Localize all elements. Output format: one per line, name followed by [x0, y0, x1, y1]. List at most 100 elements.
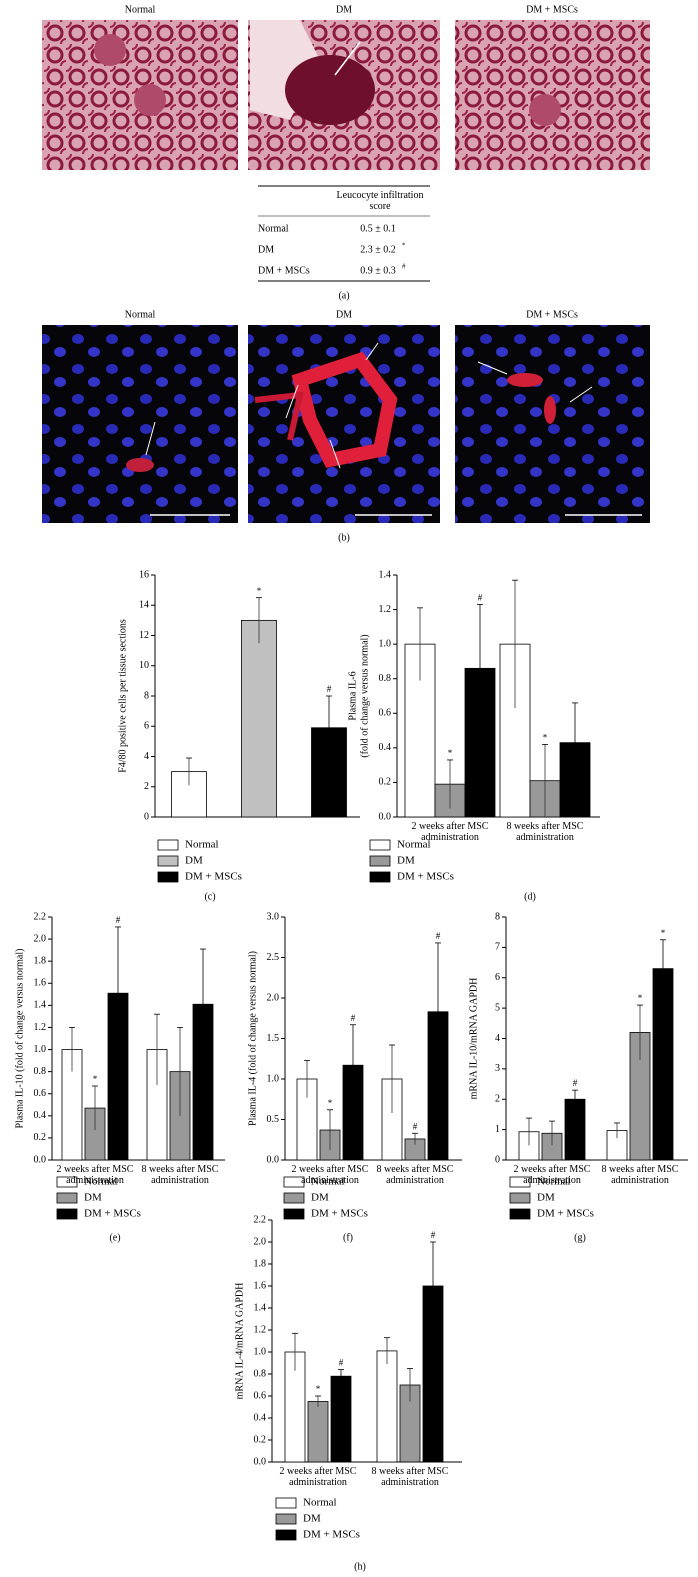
y-tick-label: 0 [495, 1154, 500, 1165]
bar [307, 1401, 329, 1463]
x-tick-label: 8 weeks after MSC administration [506, 821, 584, 843]
y-tick-label: 1.2 [379, 604, 392, 615]
panel-label: (c) [204, 891, 215, 902]
legend-swatch [56, 1192, 78, 1204]
y-tick-label: 8 [495, 911, 500, 922]
arrow [285, 384, 299, 419]
bar [376, 1350, 398, 1463]
f480-signal [291, 351, 398, 468]
legend-label: Normal [397, 839, 431, 851]
y-axis-label: (fold of change versus normal) [359, 634, 370, 757]
panel-a-images [42, 20, 650, 170]
legend-label: DM [185, 855, 203, 867]
y-tick-label: 0.2 [379, 777, 392, 788]
significance-mark: * [316, 1384, 321, 1394]
y-tick-label: 0.2 [254, 1434, 267, 1445]
y-tick-label: 2 [144, 781, 149, 792]
y-tick-label: 0.4 [254, 1412, 267, 1423]
legend-swatch [509, 1192, 531, 1204]
panel-label: (a) [338, 290, 349, 301]
y-tick-label: 0.8 [379, 673, 392, 684]
image-title: DM [336, 4, 352, 15]
significance-mark: # [431, 1230, 436, 1240]
legend-swatch [275, 1529, 297, 1541]
y-tick-label: 1.4 [34, 1000, 47, 1011]
f480-signal [126, 458, 154, 472]
y-tick-label: 1.2 [34, 1022, 47, 1033]
legend-label: Normal [84, 1176, 118, 1188]
x-tick-label: 8 weeks after MSC administration [376, 1164, 454, 1186]
legend-swatch [283, 1192, 305, 1204]
legend-label: DM + MSCs [303, 1529, 360, 1541]
arrow [334, 41, 361, 76]
significance-mark: * [543, 732, 548, 742]
panel-label: (d) [524, 891, 536, 902]
y-tick-label: 1.4 [379, 569, 392, 580]
y-tick-label: 0 [144, 811, 149, 822]
legend-swatch [369, 871, 391, 883]
table-cell: DM [258, 244, 274, 255]
arrow [145, 421, 156, 456]
legend-label: Normal [185, 839, 219, 851]
y-tick-label: 12 [139, 630, 149, 641]
legend-label: Normal [303, 1497, 337, 1509]
significance-mark: * [661, 928, 666, 938]
y-tick-label: 0.6 [379, 708, 392, 719]
f480-signal [254, 391, 304, 441]
x-tick-label: 2 weeks after MSC administration [513, 1164, 591, 1186]
y-tick-label: 1.8 [254, 1258, 267, 1269]
y-tick-label: 2.5 [267, 952, 280, 963]
table-cell: 0.9 ± 0.3 [360, 265, 396, 276]
panel-label: (b) [338, 532, 350, 543]
y-tick-label: 1 [495, 1124, 500, 1135]
panel-b-images [42, 325, 650, 523]
f480-signal [507, 373, 543, 387]
y-tick-label: 0.0 [254, 1456, 267, 1467]
legend-swatch [157, 855, 179, 867]
significance-mark: * [448, 748, 453, 758]
table-cell: 2.3 ± 0.2 [360, 244, 396, 255]
bar [241, 619, 277, 818]
y-tick-label: 0.8 [34, 1066, 47, 1077]
panel-label: (e) [109, 1232, 120, 1243]
y-tick-label: 4 [144, 751, 149, 762]
arrow [477, 361, 508, 375]
legend-swatch [509, 1208, 531, 1220]
significance-mark: # [327, 684, 332, 694]
legend-swatch [509, 1176, 531, 1188]
x-tick-label: 8 weeks after MSC administration [141, 1164, 219, 1186]
y-axis-label: Plasma IL-10 (fold of change versus norm… [14, 949, 25, 1129]
legend-swatch [157, 839, 179, 851]
micrograph [42, 325, 238, 523]
y-tick-label: 1.0 [379, 638, 392, 649]
legend-label: DM + MSCs [537, 1208, 594, 1220]
y-tick-label: 1.6 [34, 978, 47, 989]
legend-swatch [157, 871, 179, 883]
table-mark: # [402, 263, 406, 271]
y-tick-label: 1.6 [254, 1280, 267, 1291]
legend-swatch [275, 1497, 297, 1509]
glomerulus [134, 84, 166, 116]
x-tick-label: 8 weeks after MSC administration [371, 1466, 449, 1488]
glomerulus [529, 94, 561, 126]
panel-label: (g) [574, 1232, 586, 1243]
legend-label: Normal [537, 1176, 571, 1188]
image-title: DM + MSCs [526, 309, 578, 320]
infiltrate [285, 55, 375, 125]
legend-swatch [275, 1513, 297, 1525]
y-tick-label: 0.4 [34, 1110, 47, 1121]
legend-label: DM [397, 855, 415, 867]
legend-label: Normal [311, 1176, 345, 1188]
y-tick-label: 2 [495, 1094, 500, 1105]
image-title: Normal [125, 309, 156, 320]
y-tick-label: 4 [495, 1033, 500, 1044]
arrow [569, 386, 593, 403]
table-header: Leucocyte infiltration score [336, 190, 424, 212]
table-cell: DM + MSCs [258, 265, 310, 276]
y-axis-label: Plasma IL-4 (fold of change versus norma… [247, 951, 258, 1126]
table-lines [258, 185, 430, 282]
image-title: Normal [125, 4, 156, 15]
significance-mark: # [573, 1078, 578, 1088]
y-axis-label: mRNA IL-10/mRNA GAPDH [468, 978, 479, 1100]
